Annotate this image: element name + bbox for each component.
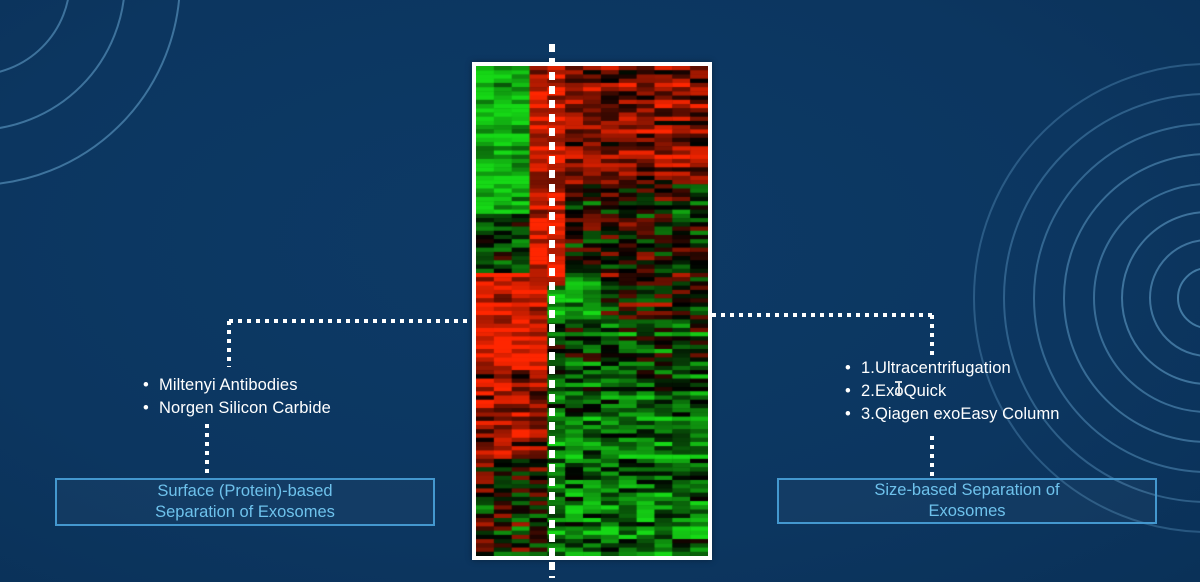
- heatmap-canvas: [476, 66, 708, 556]
- list-item: Miltenyi Antibodies: [143, 374, 331, 397]
- heatmap-figure: [472, 62, 712, 560]
- right-box-line-2: Exosomes: [928, 502, 1006, 520]
- decorative-circles-top-left: [0, 0, 180, 185]
- left-category-box: Surface (Protein)-based Separation of Ex…: [55, 478, 435, 526]
- left-connector-vertical-lower: [205, 424, 209, 476]
- left-box-line-2: Separation of Exosomes: [155, 503, 335, 521]
- list-item: 1.Ultracentrifugation: [845, 357, 1060, 380]
- right-box-line-1: Size-based Separation of: [874, 481, 1060, 499]
- left-box-line-1: Surface (Protein)-based: [157, 482, 333, 500]
- right-connector-horizontal: [712, 313, 934, 317]
- center-dotted-divider: [549, 44, 555, 578]
- right-method-list: 1.Ultracentrifugation 2.ExoQuick 3.Qiage…: [845, 357, 1060, 426]
- left-connector-vertical-upper: [227, 321, 231, 367]
- decorative-circles-right: [973, 63, 1200, 533]
- left-connector-horizontal: [229, 319, 472, 323]
- list-item: 3.Qiagen exoEasy Column: [845, 403, 1060, 426]
- right-connector-vertical-upper: [930, 315, 934, 357]
- right-connector-vertical-lower: [930, 436, 934, 478]
- text-cursor-stem: [897, 382, 900, 394]
- list-item: 2.ExoQuick: [845, 380, 1060, 403]
- left-method-list: Miltenyi Antibodies Norgen Silicon Carbi…: [143, 374, 331, 420]
- right-category-box: Size-based Separation of Exosomes: [777, 478, 1157, 524]
- list-item: Norgen Silicon Carbide: [143, 397, 331, 420]
- text-cursor-icon: [894, 381, 903, 395]
